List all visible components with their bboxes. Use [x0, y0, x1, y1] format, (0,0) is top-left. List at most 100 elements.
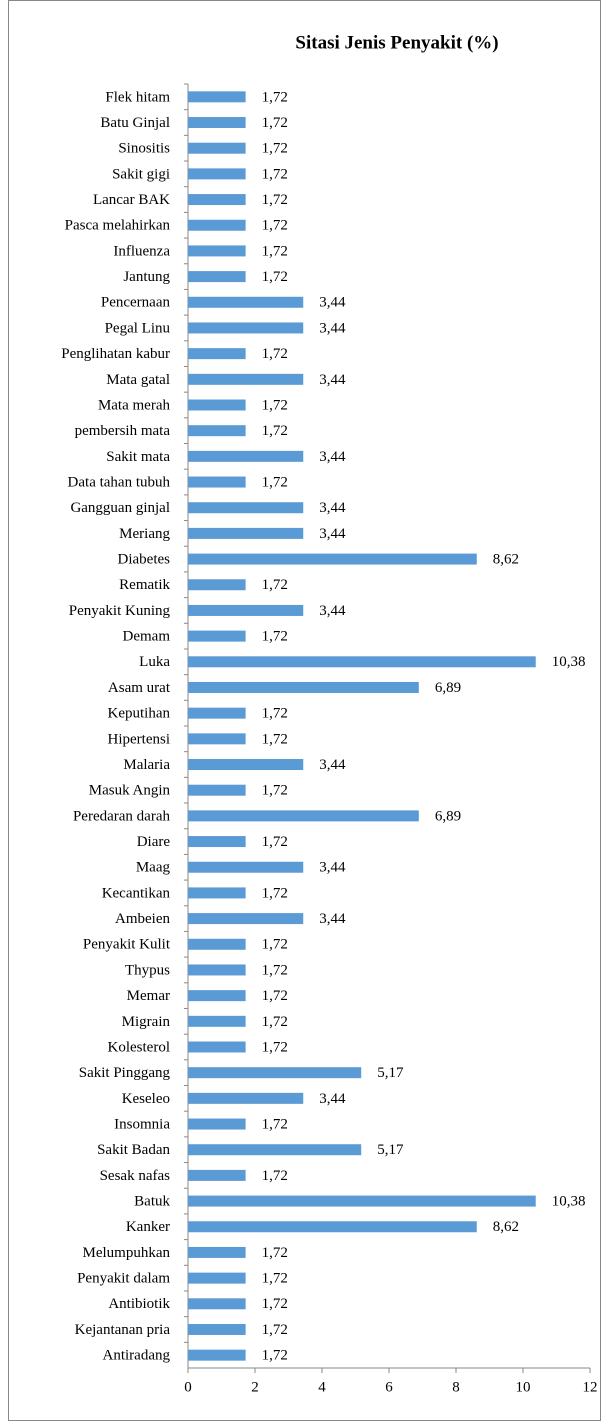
x-tick-label: 4 — [318, 1379, 326, 1395]
y-tick-label: Sakit gigi — [112, 166, 170, 182]
value-label: 3,44 — [319, 372, 346, 388]
y-tick-label: Peredaran darah — [73, 808, 171, 824]
bar — [188, 425, 246, 437]
y-tick-label: Memar — [127, 988, 170, 1004]
bar — [188, 707, 246, 719]
y-tick-label: Keputihan — [108, 706, 171, 722]
y-tick-label: Keseleo — [122, 1091, 170, 1107]
value-label: 3,44 — [319, 500, 346, 516]
y-tick-label: Rematik — [119, 577, 170, 593]
value-label: 1,72 — [262, 1039, 288, 1055]
value-label: 1,72 — [262, 783, 288, 799]
y-tick-label: Sakit Badan — [97, 1142, 170, 1158]
value-label: 1,72 — [262, 962, 288, 978]
bar — [188, 91, 246, 103]
y-tick-label: pembersih mata — [75, 423, 171, 439]
value-label: 3,44 — [319, 860, 346, 876]
value-label: 3,44 — [319, 526, 346, 542]
value-label: 1,72 — [262, 706, 288, 722]
y-tick-label: Antibiotik — [108, 1296, 170, 1312]
y-tick-label: Batu Ginjal — [100, 115, 170, 131]
value-label: 1,72 — [262, 1168, 288, 1184]
y-tick-label: Penyakit dalam — [77, 1271, 170, 1287]
y-tick-label: Insomnia — [114, 1116, 170, 1132]
value-label: 1,72 — [262, 166, 288, 182]
bar — [188, 1118, 246, 1130]
x-tick-label: 2 — [251, 1379, 259, 1395]
bar — [188, 1169, 246, 1181]
value-label: 1,72 — [262, 1271, 288, 1287]
bar — [188, 887, 246, 899]
value-label: 1,72 — [262, 988, 288, 1004]
value-label: 8,62 — [493, 1219, 519, 1235]
x-tick-label: 6 — [385, 1379, 393, 1395]
value-label: 3,44 — [319, 295, 346, 311]
bar — [188, 656, 536, 668]
value-label: 1,72 — [262, 577, 288, 593]
y-tick-label: Thypus — [125, 962, 170, 978]
bar — [188, 1349, 246, 1361]
y-tick-label: Sakit mata — [106, 449, 170, 465]
value-label: 3,44 — [319, 757, 346, 773]
bar — [188, 1144, 362, 1156]
y-tick-label: Gangguan ginjal — [70, 500, 170, 516]
value-label: 1,72 — [262, 731, 288, 747]
bar — [188, 604, 304, 616]
bar — [188, 630, 246, 642]
y-tick-label: Sesak nafas — [100, 1168, 171, 1184]
value-label: 10,38 — [552, 1194, 586, 1210]
chart-title: Sitasi Jenis Penyakit (%) — [295, 32, 498, 53]
y-tick-label: Hipertensi — [108, 731, 170, 747]
y-tick-label: Masuk Angin — [89, 783, 171, 799]
y-tick-label: Kanker — [126, 1219, 170, 1235]
y-tick-label: Luka — [139, 654, 170, 670]
y-tick-label: Diare — [137, 834, 171, 850]
bar — [188, 810, 419, 822]
bar — [188, 1195, 536, 1207]
bar — [188, 681, 419, 693]
value-label: 3,44 — [319, 320, 346, 336]
bar — [188, 502, 304, 514]
y-tick-label: Pasca melahirkan — [65, 218, 171, 234]
y-tick-label: Diabetes — [118, 552, 171, 568]
x-tick-label: 8 — [452, 1379, 460, 1395]
value-label: 3,44 — [319, 911, 346, 927]
bar — [188, 527, 304, 539]
value-label: 5,17 — [377, 1142, 404, 1158]
y-tick-label: Data tahan tubuh — [68, 474, 171, 490]
bar — [188, 579, 246, 591]
bar — [188, 142, 246, 154]
value-label: 1,72 — [262, 834, 288, 850]
bar — [188, 759, 304, 771]
bar — [188, 399, 246, 411]
y-tick-label: Kolesterol — [108, 1039, 170, 1055]
bar — [188, 245, 246, 257]
value-label: 1,72 — [262, 1014, 288, 1030]
value-label: 1,72 — [262, 397, 288, 413]
value-label: 1,72 — [262, 218, 288, 234]
y-tick-label: Asam urat — [108, 680, 171, 696]
y-tick-label: Migrain — [122, 1014, 171, 1030]
y-tick-label: Malaria — [123, 757, 170, 773]
bar — [188, 1041, 246, 1053]
value-label: 1,72 — [262, 346, 288, 362]
y-tick-label: Penglihatan kabur — [61, 346, 170, 362]
y-tick-label: Antiradang — [103, 1348, 171, 1364]
y-tick-label: Penyakit Kuning — [69, 603, 171, 619]
value-label: 1,72 — [262, 474, 288, 490]
y-tick-label: Pegal Linu — [105, 320, 171, 336]
value-label: 1,72 — [262, 1348, 288, 1364]
y-tick-label: Meriang — [119, 526, 170, 542]
x-tick-label: 10 — [516, 1379, 531, 1395]
bar — [188, 348, 246, 360]
bar — [188, 938, 246, 950]
y-tick-label: Lancar BAK — [93, 192, 170, 208]
value-label: 1,72 — [262, 243, 288, 259]
bar — [188, 784, 246, 796]
bar — [188, 1272, 246, 1284]
value-label: 3,44 — [319, 1091, 346, 1107]
bar — [188, 373, 304, 385]
bar — [188, 1092, 304, 1104]
value-label: 1,72 — [262, 269, 288, 285]
